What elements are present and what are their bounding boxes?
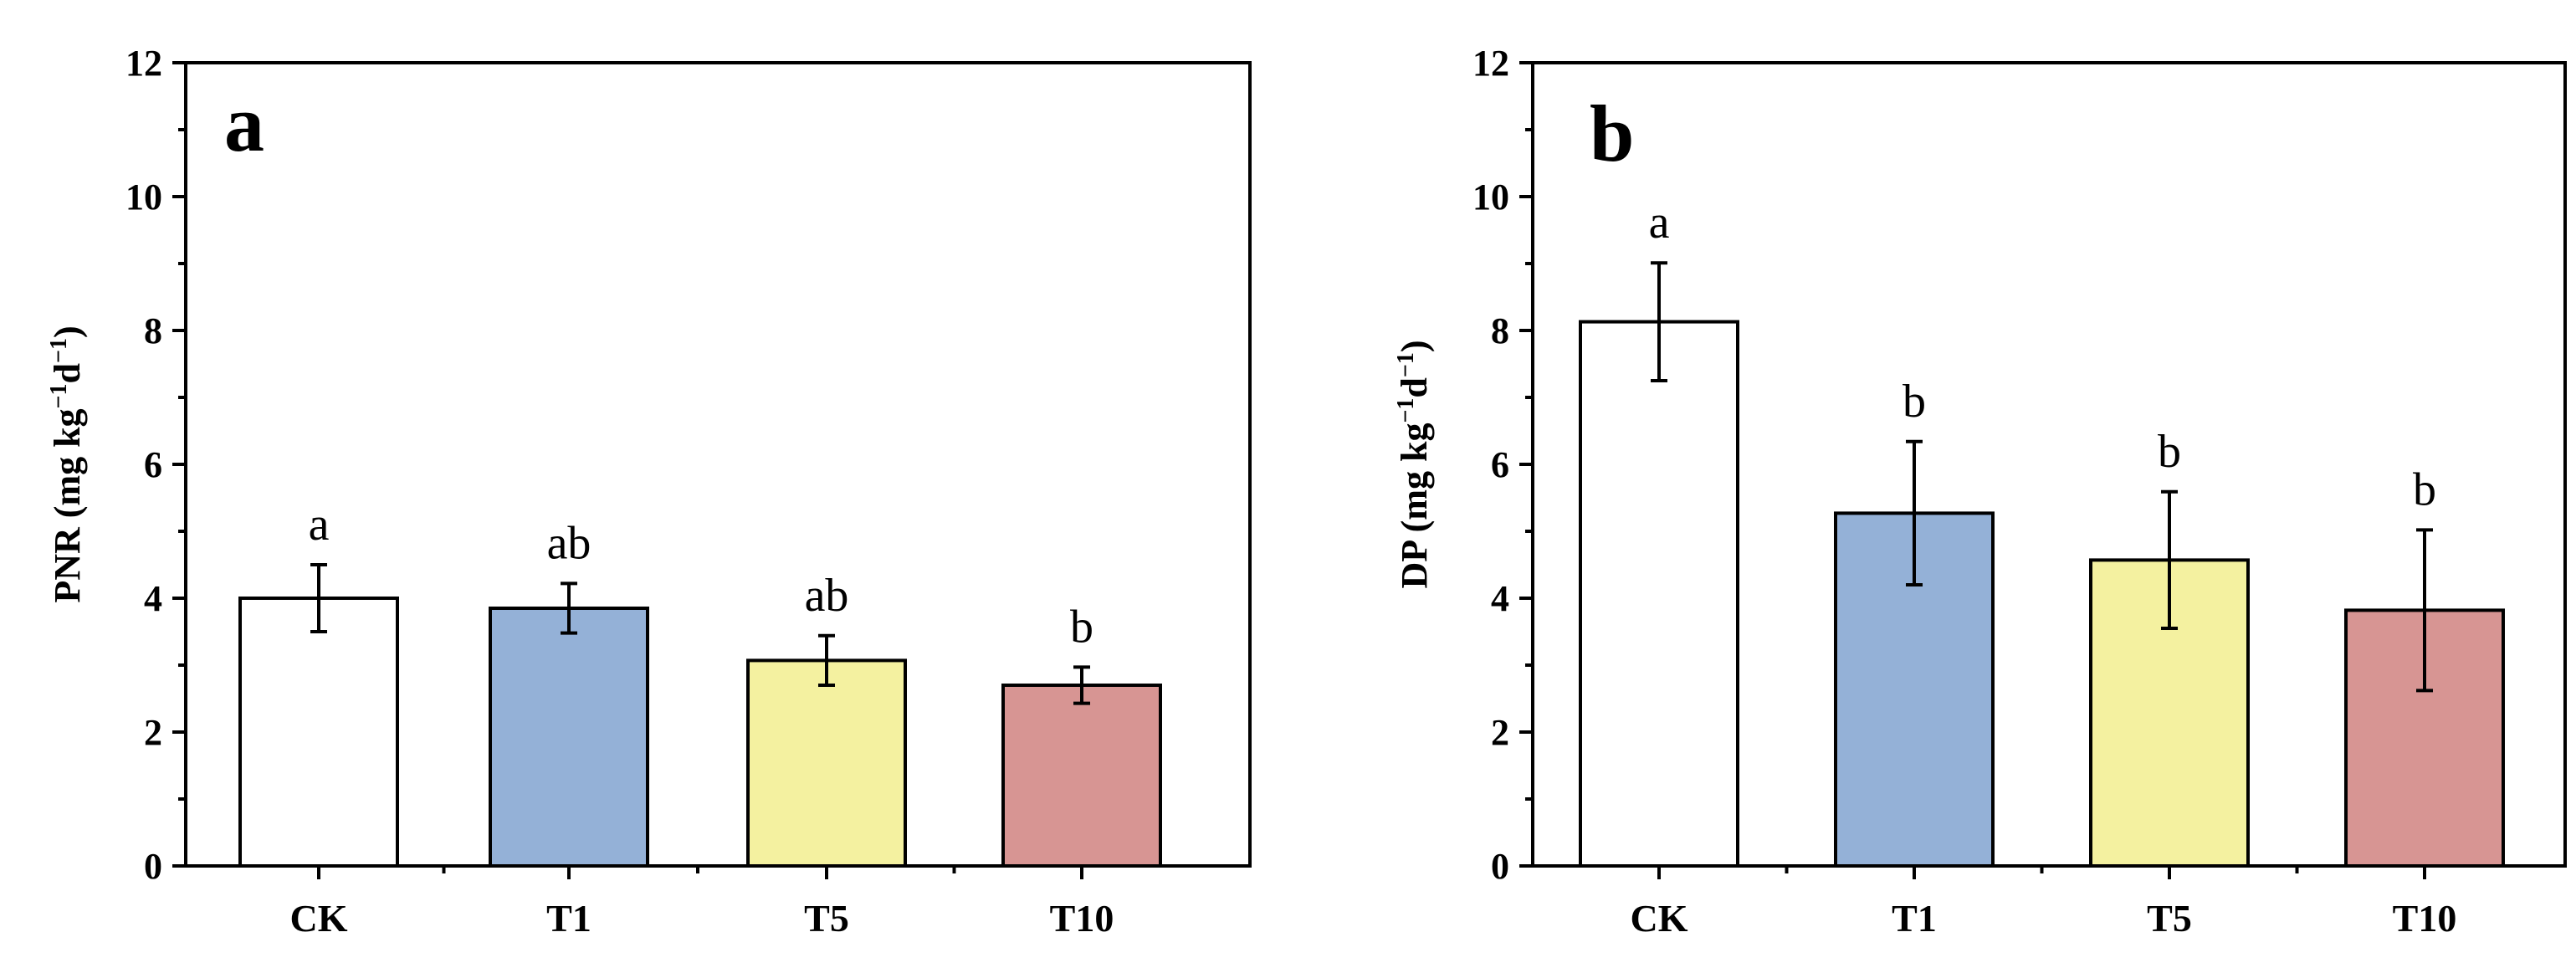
y-axis-title-main: DP (mg kg [1394, 423, 1435, 589]
y-tick-label: 12 [1472, 43, 1509, 84]
significance-label-ck: a [1649, 197, 1670, 248]
y-axis-title-sup: −1 [1393, 352, 1419, 377]
y-tick-label: 4 [1491, 578, 1509, 619]
significance-label-ck: a [309, 499, 330, 551]
y-tick-label: 0 [1491, 846, 1509, 887]
y-tick-label: 6 [1491, 444, 1509, 485]
error-bar-t5 [818, 633, 835, 687]
significance-label-t10: b [2413, 464, 2436, 515]
error-bar-t5 [2161, 489, 2178, 630]
y-tick-label: 2 [1491, 712, 1509, 753]
significance-label-t1: ab [547, 517, 592, 569]
y-tick-label: 10 [125, 177, 162, 218]
error-bar-t1 [1906, 439, 1923, 586]
y-axis-title: PNR (mg kg−1d−1) [46, 325, 88, 602]
y-axis-title-mid: d [47, 363, 88, 383]
panel-letter: a [224, 79, 264, 168]
y-axis-title-sup: −1 [46, 383, 72, 408]
y-tick-label: 2 [144, 712, 162, 753]
bar-t5 [746, 658, 907, 868]
significance-label-t5: ab [805, 570, 849, 622]
y-tick-label: 6 [144, 444, 162, 485]
error-bar-t10 [2416, 528, 2433, 693]
y-tick-label: 8 [1491, 310, 1509, 351]
y-axis-title-sup: −1 [46, 338, 72, 363]
y-axis-title-mid: d [1394, 377, 1435, 397]
x-tick-label-t1: T1 [1892, 897, 1937, 940]
bar-t10 [1001, 684, 1162, 868]
x-tick-label-t10: T10 [1050, 897, 1114, 940]
bar-ck [1579, 320, 1739, 868]
significance-label-t5: b [2158, 426, 2181, 478]
error-bar-ck [310, 563, 327, 633]
error-bar-t1 [561, 581, 577, 635]
significance-label-t10: b [1070, 601, 1093, 653]
x-tick-label-t1: T1 [546, 897, 592, 940]
x-tick-label-t5: T5 [2147, 897, 2192, 940]
y-axis-title: DP (mg kg−1d−1) [1393, 340, 1435, 588]
error-bar-ck [1651, 261, 1667, 382]
error-bar-t10 [1073, 665, 1090, 705]
y-axis-title-sup: −1 [1393, 398, 1419, 423]
y-axis-title-end: ) [47, 325, 88, 338]
significance-label-t1: b [1903, 376, 1926, 428]
x-tick-label-t10: T10 [2393, 897, 2457, 940]
y-axis-title-main: PNR (mg kg [47, 408, 88, 602]
x-tick-label-ck: CK [290, 897, 348, 940]
y-tick-label: 0 [144, 846, 162, 887]
x-tick-label-ck: CK [1631, 897, 1688, 940]
y-tick-label: 10 [1472, 177, 1509, 218]
y-tick-label: 8 [144, 310, 162, 351]
bar-t1 [489, 607, 649, 868]
y-tick-label: 4 [144, 578, 162, 619]
y-axis-title-end: ) [1394, 340, 1435, 352]
y-tick-label: 12 [125, 43, 162, 84]
x-tick-label-t5: T5 [804, 897, 849, 940]
bar-ck [238, 597, 399, 868]
panel-letter: b [1590, 89, 1634, 178]
